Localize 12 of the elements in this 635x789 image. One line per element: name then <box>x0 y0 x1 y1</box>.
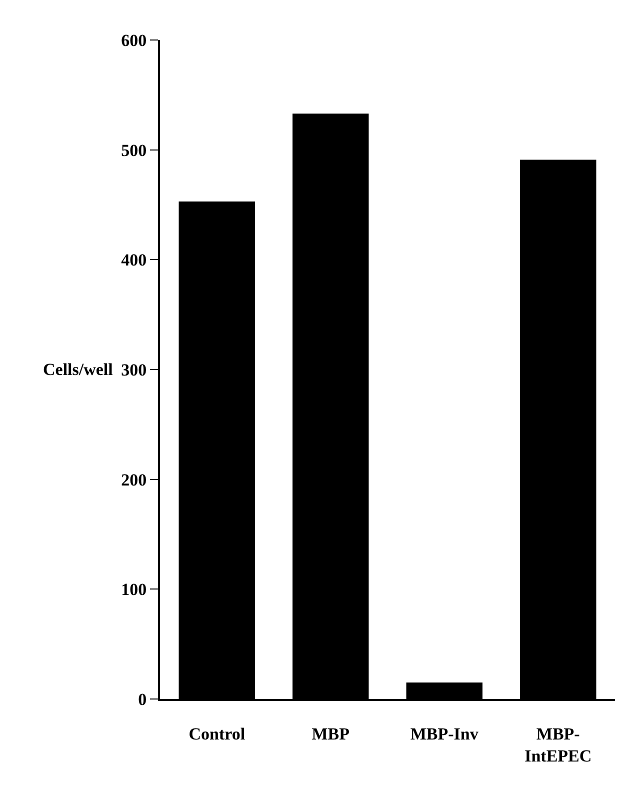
x-tick-label: Control <box>188 724 246 744</box>
y-tick-label: 100 <box>121 580 147 600</box>
y-tick-label: 200 <box>121 470 147 490</box>
y-tick-label: 600 <box>121 30 147 50</box>
x-tick-label: MBP-IntEPEC <box>524 724 592 766</box>
y-tick-label: 400 <box>121 250 147 270</box>
x-tick-label: MBP-Inv <box>410 724 479 744</box>
x-tick-label: MBP <box>312 724 350 744</box>
y-tick-label: 300 <box>121 360 147 380</box>
y-tick-label: 0 <box>138 690 147 709</box>
y-axis-title: Cells/well <box>43 360 114 379</box>
y-tick-label: 500 <box>121 140 147 160</box>
